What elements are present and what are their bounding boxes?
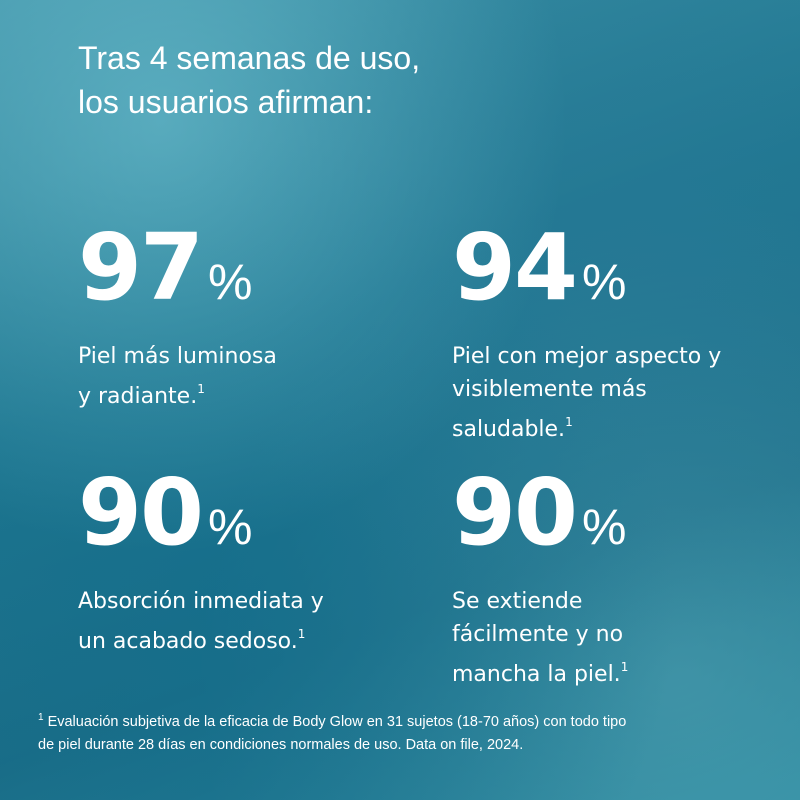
- stat-value: 90: [78, 459, 204, 566]
- description-text: un acabado sedoso.: [78, 629, 298, 654]
- stat-description: Absorción inmediata y un acabado sedoso.1: [78, 585, 324, 658]
- footnote: 1 Evaluación subjetiva de la eficacia de …: [38, 706, 626, 757]
- heading-line: los usuarios afirman:: [78, 84, 374, 120]
- stat-unit: %: [582, 254, 626, 310]
- description-text: mancha la piel.: [452, 662, 621, 687]
- stat: 97% Piel más luminosa y radiante.1: [78, 222, 277, 413]
- stat: 94% Piel con mejor aspecto y visiblemente …: [452, 222, 721, 446]
- description-line: fácilmente y no: [452, 618, 628, 651]
- description-line: Se extiende: [452, 585, 628, 618]
- description-line: Absorción inmediata y: [78, 585, 324, 618]
- description-text: Piel con mejor aspecto y: [452, 344, 722, 369]
- stat: 90% Se extiende fácilmente y no mancha la p…: [452, 467, 628, 691]
- stat-figure: 94%: [452, 222, 721, 328]
- description-line: y radiante.1: [78, 373, 277, 413]
- stat-value: 94: [452, 214, 578, 321]
- footnote-ref: 1: [565, 415, 573, 429]
- stat-description: Se extiende fácilmente y no mancha la piel…: [452, 585, 628, 691]
- description-text: Se extiende: [452, 589, 583, 614]
- footnote-marker: 1: [38, 712, 44, 723]
- heading-line: Tras 4 semanas de uso,: [78, 40, 421, 76]
- footnote-line: 1 Evaluación subjetiva de la eficacia de …: [38, 706, 626, 734]
- description-text: Absorción inmediata y: [78, 589, 324, 614]
- stat-value: 90: [452, 459, 578, 566]
- footnote-text: Evaluación subjetiva de la eficacia de B…: [47, 714, 627, 730]
- footnote-ref: 1: [197, 382, 205, 396]
- description-line: un acabado sedoso.1: [78, 618, 324, 658]
- description-line: mancha la piel.1: [452, 651, 628, 691]
- stat-figure: 97%: [78, 222, 277, 328]
- stat-unit: %: [208, 254, 252, 310]
- description-line: visiblemente más: [452, 373, 721, 406]
- description-text: y radiante.: [78, 384, 198, 409]
- footnote-line: de piel durante 28 días en condiciones n…: [38, 737, 524, 753]
- heading: Tras 4 semanas de uso, los usuarios afir…: [78, 36, 420, 124]
- stat-figure: 90%: [78, 467, 324, 573]
- description-text: Piel más luminosa: [78, 344, 277, 369]
- description-line: Piel más luminosa: [78, 340, 277, 373]
- stat-figure: 90%: [452, 467, 628, 573]
- stat-unit: %: [208, 499, 252, 555]
- stat-value: 97: [78, 214, 204, 321]
- description-text: saludable.: [452, 417, 566, 442]
- footnote-ref: 1: [620, 660, 629, 674]
- description-line: Piel con mejor aspecto y: [452, 340, 721, 373]
- stat-description: Piel más luminosa y radiante.1: [78, 340, 277, 413]
- stat-unit: %: [582, 499, 626, 555]
- stat-description: Piel con mejor aspecto y visiblemente más…: [452, 340, 721, 446]
- description-text: fácilmente y no: [452, 622, 624, 647]
- stat: 90% Absorción inmediata y un acabado sedos…: [78, 467, 324, 658]
- footnote-ref: 1: [297, 627, 306, 641]
- description-text: visiblemente más: [452, 377, 647, 402]
- description-line: saludable.1: [452, 406, 721, 446]
